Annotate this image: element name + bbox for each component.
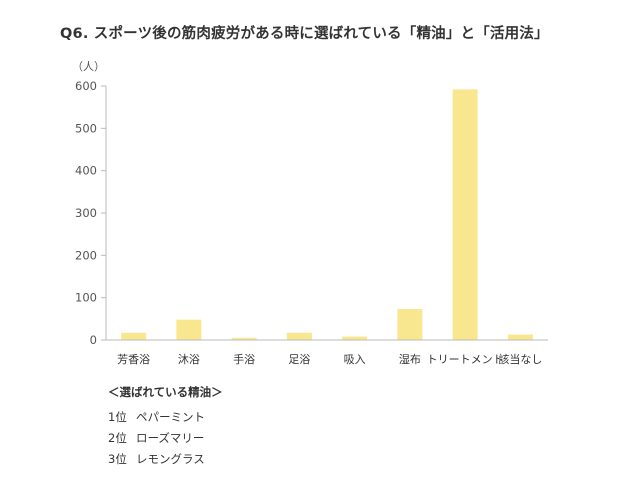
y-tick-label: 200 (75, 248, 97, 262)
bar (286, 332, 312, 340)
x-tick-label: 足浴 (288, 353, 310, 366)
ranking-row-2: 2位 ローズマリー (108, 428, 223, 449)
x-tick-label: 沐浴 (178, 353, 200, 366)
chart-title: Q6. スポーツ後の筋肉疲労がある時に選ばれている「精油」と「活用法」 (60, 26, 549, 42)
essential-oil-ranking: ＜選ばれている精油＞ 1位 ペパーミント 2位 ローズマリー 3位 レモングラス (108, 384, 223, 470)
ranking-rank: 3位 (108, 452, 127, 466)
x-tick-label: 吸入 (344, 353, 366, 366)
bar (176, 319, 202, 340)
bar (231, 337, 257, 340)
x-tick-label: 湿布 (399, 353, 421, 366)
ranking-oil-name: ペパーミント (136, 410, 205, 424)
ranking-row-3: 3位 レモングラス (108, 449, 223, 470)
y-tick-label: 300 (75, 206, 97, 220)
x-tick-label: トリートメント (427, 353, 504, 366)
ranking-oil-name: レモングラス (136, 452, 205, 466)
bar (121, 332, 147, 340)
ranking-oil-name: ローズマリー (136, 431, 205, 445)
x-tick-label: 該当なし (498, 352, 542, 366)
y-tick-label: 500 (75, 121, 97, 135)
y-tick-label: 100 (75, 291, 97, 305)
x-tick-label: 芳香浴 (117, 352, 150, 366)
y-tick-label: 600 (75, 79, 97, 93)
bar (342, 336, 368, 340)
ranking-rank: 1位 (108, 410, 127, 424)
bar (507, 334, 533, 340)
y-axis-unit-label: （人） (72, 60, 105, 73)
y-tick-label: 400 (75, 164, 97, 178)
ranking-row-1: 1位 ペパーミント (108, 407, 223, 428)
y-tick-label: 0 (90, 333, 97, 347)
bar-chart: 0 100 200 300 400 500 600 芳香浴 沐浴 手浴 足浴 吸入 湿布 トリートメント該… (75, 79, 548, 366)
bar (397, 309, 423, 340)
x-tick-label: 手浴 (233, 352, 255, 366)
ranking-title: ＜選ばれている精油＞ (108, 385, 223, 399)
bar (452, 89, 478, 341)
ranking-rank: 2位 (108, 431, 127, 445)
